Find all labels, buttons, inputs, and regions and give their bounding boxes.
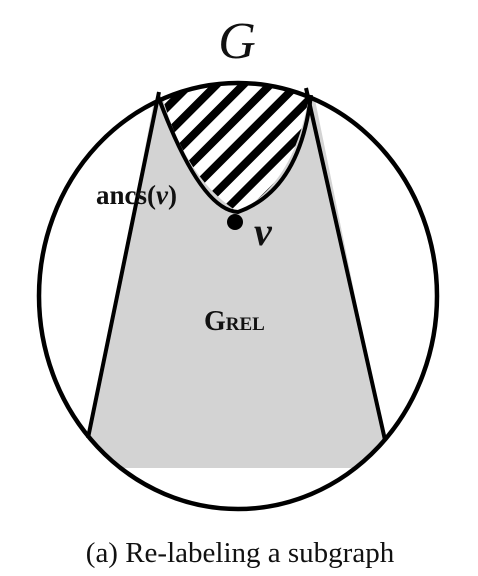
ancestors-label-variable: v [156,180,169,210]
ancestors-label-suffix: ) [168,180,177,210]
ancestors-label: ancs(v) [96,180,177,210]
vertex-label: v [254,209,273,254]
ancestors-region [158,83,311,212]
relabeled-region-right-boundary [304,87,387,441]
ancestors-label-prefix: ancs( [96,180,156,210]
vertex-v-dot [227,214,243,230]
figure-caption: (a) Re-labeling a subgraph [86,537,395,569]
relabeled-region-left-boundary [86,91,161,439]
relabeled-region-label-main: G [204,306,226,337]
relabeled-region-label: GREL [204,306,265,337]
ancestors-region-boundary [156,94,313,215]
relabeled-subgraph-region [84,83,390,468]
relabeled-region-label-subscript: REL [226,314,265,335]
graph-outline-circle [36,80,440,512]
graph-label: G [218,13,256,70]
